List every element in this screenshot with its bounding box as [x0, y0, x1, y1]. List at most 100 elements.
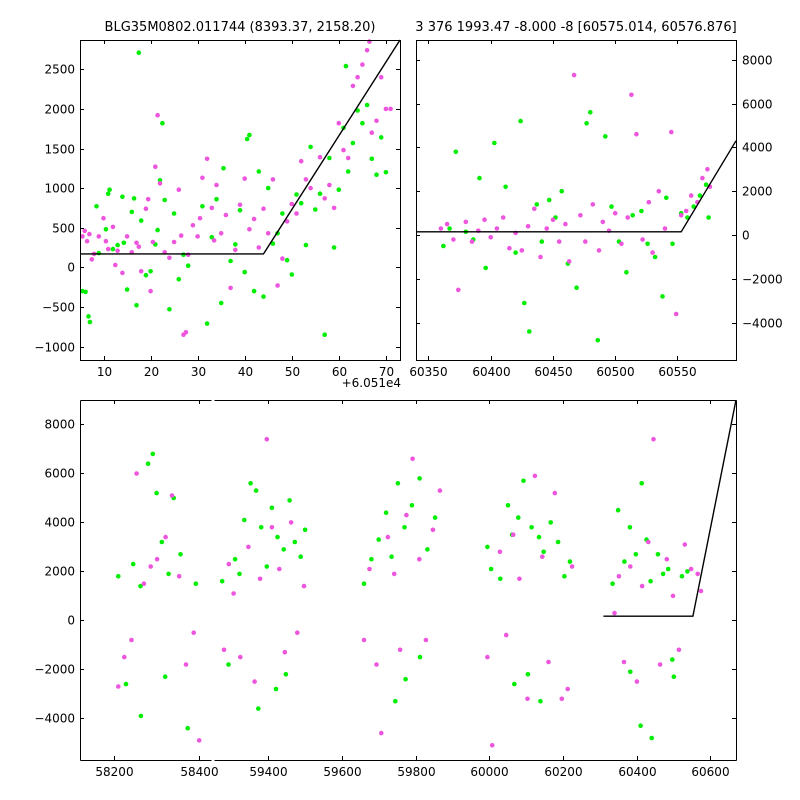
- b-series-0-point: [425, 547, 430, 552]
- b-x-tick-label: 59400: [249, 765, 287, 779]
- b-series-1-point: [532, 473, 538, 479]
- tl-series-1-point: [228, 285, 233, 291]
- tr-series-0-point: [518, 118, 523, 124]
- b-series-1-point: [277, 566, 282, 572]
- b-x-tick-label: 58400: [180, 765, 218, 779]
- tl-series-0-point: [237, 208, 243, 213]
- tl-series-1-point: [138, 269, 144, 274]
- tr-series-0-point: [441, 243, 446, 249]
- b-series-0-point: [541, 549, 546, 555]
- b-y-tick-label: −2000: [34, 663, 75, 677]
- b-series-0-point: [633, 552, 639, 557]
- tl-series-1-point: [209, 205, 215, 211]
- tl-series-0-point: [378, 135, 384, 140]
- tl-series-1-point: [87, 231, 92, 237]
- b-series-0-point: [555, 539, 561, 545]
- b-series-0-point: [649, 735, 654, 741]
- b-series-0-point: [138, 583, 143, 589]
- tr-series-1-point: [678, 213, 684, 218]
- tr-y-tick-label: 4000: [742, 141, 773, 155]
- b-series-1-point: [404, 512, 409, 518]
- tl-series-1-point: [303, 177, 309, 182]
- tl-series-0-point: [103, 227, 109, 232]
- tl-series-1-point: [195, 234, 200, 239]
- tl-y-tick-label: −1000: [34, 341, 75, 355]
- tl-series-1-point: [275, 283, 280, 288]
- tl-series-0-point: [336, 187, 342, 192]
- b-series-0-point: [536, 534, 542, 540]
- b-series-0-point: [302, 527, 308, 533]
- b-series-0-point: [376, 537, 382, 542]
- tl-series-0-point: [121, 240, 127, 246]
- tl-y-tick-label: 500: [52, 222, 75, 236]
- tl-x-tick-label: 40: [238, 365, 253, 379]
- tl-series-1-point: [190, 223, 196, 228]
- tl-series-0-point: [303, 242, 309, 248]
- tl-series-0-point: [83, 289, 88, 295]
- tl-series-0-point: [200, 204, 205, 209]
- tl-series-1-point: [364, 48, 370, 53]
- tr-series-0-point: [546, 197, 552, 203]
- tl-series-0-point: [313, 207, 318, 212]
- tr-series-1-point: [488, 235, 494, 240]
- tr-series-0-point: [503, 184, 508, 190]
- tl-series-0-point: [134, 303, 139, 308]
- tl-series-0-point: [167, 307, 172, 312]
- tl-x-tick-label: 20: [144, 365, 159, 379]
- b-series-1-point: [288, 520, 294, 525]
- b-series-1-point: [301, 583, 307, 589]
- tr-series-0-point: [691, 204, 696, 209]
- tl-series-1-point: [341, 147, 346, 153]
- b-series-0-point: [130, 561, 136, 567]
- b-series-0-point: [665, 566, 671, 572]
- panel-bottom-x-axis: 58200 58400 59400 59600 59800 60000 60200 60400…: [95, 400, 730, 779]
- b-series-0-point: [525, 672, 531, 677]
- b-series-1-point: [503, 632, 509, 638]
- b-series-1-point: [221, 647, 227, 653]
- tr-series-0-point: [630, 213, 635, 218]
- b-series-1-point: [148, 564, 153, 569]
- b-series-0-point: [232, 556, 238, 562]
- b-series-0-point: [154, 490, 159, 496]
- tl-series-0-point: [233, 242, 238, 247]
- b-series-0-point: [516, 515, 521, 520]
- tr-series-1-point: [683, 208, 689, 214]
- panel-top-left-title: BLG35M0802.011744 (8393.37, 2158.20): [105, 20, 376, 35]
- b-series-1-point: [430, 527, 436, 533]
- panel-top-left-x-offset: +6.051e4: [342, 376, 401, 390]
- tl-series-0-point: [374, 172, 379, 177]
- tr-x-tick-label: 60450: [534, 365, 572, 379]
- b-series-1-point: [252, 679, 257, 684]
- b-series-0-point: [488, 566, 494, 572]
- tr-series-1-point: [578, 213, 583, 218]
- tr-series-1-point: [600, 219, 606, 225]
- tl-series-0-point: [86, 314, 91, 319]
- tr-series-1-point: [590, 202, 596, 207]
- b-series-1-point: [621, 659, 627, 665]
- tl-series-0-point: [148, 269, 153, 274]
- tl-series-1-point: [84, 238, 90, 244]
- tr-series-1-point: [482, 217, 487, 222]
- b-series-1-point: [676, 647, 682, 653]
- tl-series-1-point: [82, 228, 87, 234]
- tr-x-tick-label: 60500: [596, 365, 634, 379]
- tl-series-0-point: [129, 209, 135, 215]
- tl-series-0-point: [327, 155, 332, 161]
- b-series-1-point: [183, 662, 189, 667]
- tl-series-0-point: [107, 187, 112, 192]
- tr-x-tick-label: 60550: [658, 365, 696, 379]
- tr-series-0-point: [652, 254, 658, 260]
- tr-series-1-point: [507, 245, 512, 251]
- b-series-1-point: [552, 490, 558, 496]
- b-series-1-point: [264, 436, 270, 442]
- tl-series-1-point: [322, 196, 328, 201]
- b-series-0-point: [283, 672, 289, 677]
- tl-series-0-point: [87, 319, 93, 325]
- b-series-0-point: [162, 674, 168, 679]
- tl-series-0-point: [94, 204, 99, 209]
- tr-series-1-point: [463, 219, 469, 225]
- panel-bottom-frame: [80, 400, 737, 761]
- b-series-0-point: [273, 686, 279, 692]
- b-series-0-point: [685, 569, 690, 574]
- tl-series-1-point: [124, 234, 130, 239]
